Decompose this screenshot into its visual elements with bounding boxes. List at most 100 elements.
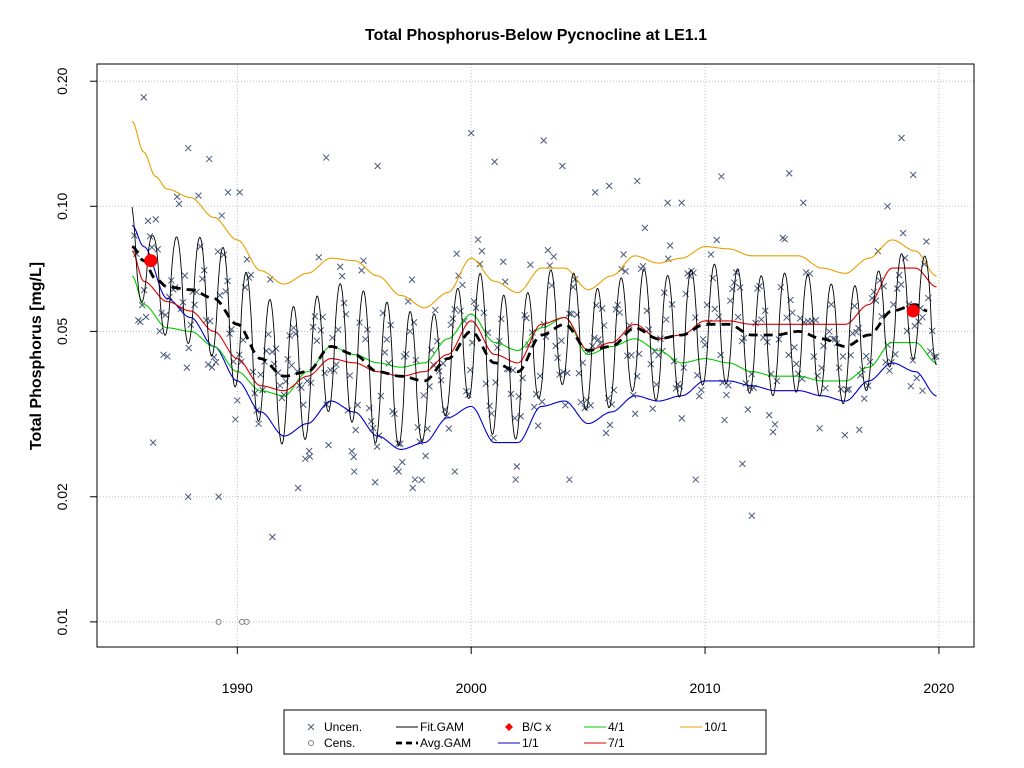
uncensored-point — [853, 328, 860, 336]
uncensored-point — [559, 162, 566, 170]
uncensored-point — [374, 162, 381, 170]
uncensored-point — [371, 478, 379, 486]
uncensored-point — [799, 199, 807, 207]
uncensored-point — [486, 402, 493, 410]
uncensored-point — [185, 344, 193, 352]
uncensored-point — [411, 476, 419, 483]
uncensored-point — [149, 439, 157, 446]
x-tick-label: 2000 — [456, 680, 487, 696]
uncensored-point — [604, 394, 612, 402]
uncensored-point — [307, 379, 315, 387]
uncensored-point — [334, 326, 342, 334]
uncensored-point — [884, 202, 891, 210]
uncensored-point — [243, 256, 251, 263]
uncensored-point — [649, 405, 657, 413]
uncensored-point — [717, 351, 724, 359]
uncensored-point — [591, 189, 599, 196]
uncensored-point — [678, 199, 686, 207]
uncensored-point — [699, 335, 707, 343]
line-fit-gam — [131, 207, 937, 446]
uncensored-point — [622, 268, 629, 275]
censored-point — [243, 618, 250, 625]
plot-data — [131, 93, 940, 625]
bc-point — [144, 254, 158, 268]
uncensored-point — [322, 154, 330, 161]
uncensored-point — [367, 417, 375, 425]
uncensored-point — [491, 158, 498, 166]
uncensored-point — [373, 443, 381, 450]
uncensored-point — [474, 236, 482, 243]
uncensored-point — [631, 410, 639, 418]
uncensored-point — [377, 392, 385, 400]
line-avg-gam — [131, 245, 928, 383]
legend-label-q10: 10/1 — [704, 720, 728, 734]
uncensored-point — [467, 129, 475, 137]
legend-label-fit: Fit.GAM — [420, 720, 464, 734]
uncensored-point — [144, 217, 152, 225]
uncensored-point — [816, 424, 823, 432]
uncensored-point — [280, 391, 288, 399]
uncensored-point — [909, 357, 917, 364]
uncensored-point — [303, 377, 311, 385]
uncensored-point — [184, 144, 192, 152]
uncensored-point — [422, 452, 429, 460]
uncensored-point — [325, 441, 332, 449]
uncensored-point — [641, 224, 649, 232]
uncensored-point — [561, 401, 569, 409]
uncensored-point — [789, 309, 796, 317]
uncensored-point — [406, 328, 414, 335]
uncensored-point — [913, 374, 921, 382]
uncensored-point — [594, 336, 602, 343]
uncensored-point — [350, 468, 358, 475]
uncensored-point — [530, 403, 538, 411]
uncensored-point — [606, 421, 614, 429]
uncensored-point — [358, 267, 365, 274]
uncensored-point — [265, 330, 272, 338]
uncensored-point — [783, 314, 790, 321]
uncensored-point — [693, 371, 701, 379]
legend-symbol-uncen — [307, 723, 315, 731]
uncensored-point — [919, 387, 926, 395]
uncensored-point — [501, 278, 509, 286]
uncensored-point — [148, 243, 156, 251]
uncensored-point — [154, 245, 162, 253]
uncensored-point — [398, 458, 406, 466]
uncensored-point — [837, 385, 845, 393]
uncensored-point — [527, 261, 534, 269]
bc-point — [906, 304, 920, 318]
uncensored-point — [294, 484, 302, 492]
uncensored-point — [571, 275, 579, 283]
uncensored-point — [810, 353, 818, 361]
y-tick-label: 0.02 — [54, 483, 70, 510]
uncensored-point — [627, 351, 635, 359]
uncensored-point — [898, 134, 905, 142]
uncensored-point — [140, 286, 148, 294]
legend-label-cens: Cens. — [324, 736, 355, 750]
uncensored-point — [346, 372, 354, 379]
uncensored-point — [138, 301, 146, 309]
uncensored-point — [765, 411, 773, 419]
uncensored-point — [140, 93, 148, 101]
uncensored-point — [666, 242, 674, 249]
uncensored-point — [566, 476, 573, 483]
uncensored-point — [923, 238, 930, 245]
legend-box — [283, 709, 767, 755]
uncensored-point — [605, 182, 613, 190]
uncensored-point — [792, 360, 800, 368]
legend-label-uncen: Uncen. — [324, 720, 362, 734]
uncensored-point — [457, 307, 464, 315]
uncensored-point — [899, 229, 907, 237]
line-10-1 — [131, 121, 937, 309]
uncensored-point — [418, 476, 426, 484]
uncensored-point — [362, 335, 369, 343]
uncensored-point — [449, 315, 457, 323]
uncensored-point — [408, 276, 416, 283]
uncensored-point — [352, 426, 360, 434]
y-tick-label: 0.05 — [54, 318, 70, 345]
uncensored-point — [806, 270, 814, 278]
legend-label-q4: 4/1 — [608, 720, 625, 734]
uncensored-point — [558, 337, 565, 344]
uncensored-point — [317, 326, 325, 334]
chart-title: Total Phosphorus-Below Pycnocline at LE1… — [365, 27, 707, 44]
uncensored-point — [284, 355, 292, 363]
